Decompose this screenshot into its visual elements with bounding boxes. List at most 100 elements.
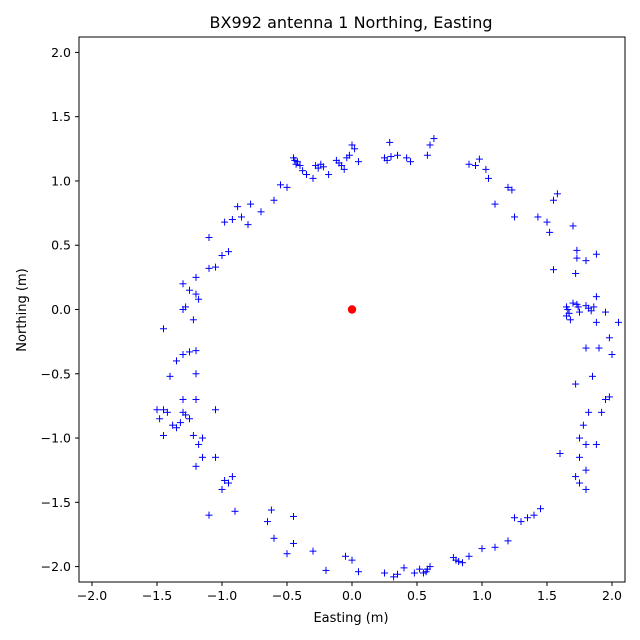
data-point-plus [386,138,394,146]
data-point-plus [576,434,583,442]
data-point-plus [179,408,187,416]
data-point-plus [566,316,574,324]
data-point-plus [602,308,609,316]
data-point-plus [342,552,349,560]
data-point-plus [390,573,398,581]
data-point-plus [189,431,197,439]
data-point-plus [338,162,346,170]
center-point [347,305,357,314]
y-tick-label: 2.0 [51,45,71,60]
x-tick-label: 1.5 [537,588,557,603]
data-point-plus [192,290,200,298]
data-point-plus [179,350,187,358]
data-point-plus [277,181,284,189]
data-point-plus [592,250,600,258]
data-point-plus [348,556,356,564]
data-point-plus [556,449,564,457]
data-point-plus [465,160,473,168]
x-tick-label: 1.0 [472,588,492,603]
data-point-plus [615,318,622,326]
data-point-plus [423,151,431,159]
x-axis-label: Easting (m) [313,611,388,626]
data-point-plus [195,440,203,448]
y-tick-label: −1.0 [41,431,71,446]
data-point-plus [238,213,245,221]
data-point-plus [537,505,544,513]
data-point-plus [283,550,291,558]
x-tick-label: −2.0 [77,588,107,603]
y-tick-label: −0.5 [41,366,71,381]
data-point-plus [264,518,271,526]
x-tick-label: −1.5 [142,588,172,603]
data-point-plus [231,507,239,515]
x-axis: −2.0 −1.5 −1.0 −0.5 0.0 0.5 1.0 1.5 2.0 [77,582,622,603]
data-point-plus [410,569,418,577]
data-point-plus [192,395,200,403]
data-point-plus [491,200,499,208]
data-point-plus [283,183,291,191]
data-point-plus [592,293,600,301]
y-tick-label: 1.0 [51,173,71,188]
data-point-plus [534,213,542,221]
data-point-plus [186,286,193,294]
data-point-plus [257,208,265,216]
data-point-plus [595,344,603,352]
chart-title: BX992 antenna 1 Northing, Easting [210,13,493,32]
data-point-plus [420,569,427,577]
data-point-plus [517,518,525,526]
data-point-plus [564,306,572,313]
data-point-plus [590,303,598,311]
data-point-plus [292,160,300,168]
data-point-plus [383,156,391,164]
data-point-plus [569,222,577,230]
data-points [153,135,622,581]
data-point-plus [592,440,600,448]
data-point-plus [426,141,434,149]
x-tick-label: 0.0 [342,588,362,603]
data-point-plus [403,154,411,162]
data-point-plus [309,547,317,555]
data-point-plus [205,264,213,272]
data-point-plus [508,186,516,194]
data-point-plus [228,216,236,224]
data-point-plus [296,162,304,170]
data-point-plus [221,218,229,226]
data-point-plus [589,372,596,380]
data-point-plus [205,511,213,519]
data-point-plus [199,434,206,442]
data-point-plus [267,506,275,514]
data-point-plus [576,453,583,461]
data-point-plus [234,203,242,211]
data-point-plus [160,325,167,333]
data-point-plus [351,145,359,153]
data-point-plus [247,200,255,208]
data-point-plus [192,347,200,355]
data-point-plus [530,511,538,519]
data-point-plus [186,415,193,423]
data-point-plus [478,545,486,553]
data-point-plus [543,218,551,226]
x-tick-label: −1.0 [207,588,237,603]
data-point-plus [511,514,518,522]
data-point-plus [605,334,613,342]
data-point-plus [176,419,184,427]
data-point-plus [582,344,590,352]
data-point-plus [576,308,583,316]
x-tick-label: 2.0 [602,588,622,603]
data-point-plus [225,248,232,256]
data-point-plus [430,135,438,143]
data-point-plus [459,559,466,567]
data-point-plus [244,221,252,229]
data-point-plus [299,167,307,175]
data-point-plus [348,141,356,149]
data-point-plus [592,318,600,326]
data-point-plus [394,151,401,159]
data-point-plus [475,155,483,163]
y-tick-label: 0.0 [51,302,71,317]
data-point-plus [608,350,616,358]
data-point-plus [550,196,557,204]
data-point-plus [407,158,414,166]
data-point-plus [355,158,362,166]
data-point-plus [322,566,330,574]
